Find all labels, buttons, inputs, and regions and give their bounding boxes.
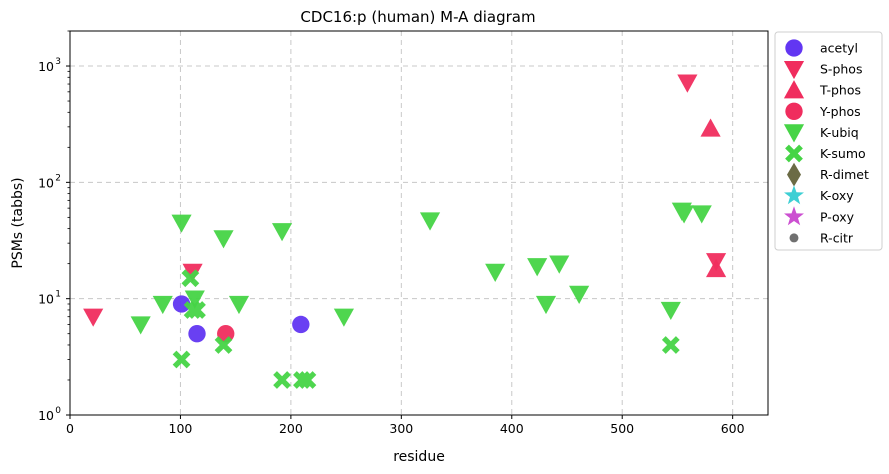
data-point-K-sumo bbox=[183, 301, 202, 319]
legend-marker-R-citr bbox=[789, 233, 799, 243]
legend-label: acetyl bbox=[820, 41, 858, 56]
y-tick-label: 10 bbox=[38, 292, 54, 307]
x-tick-label: 600 bbox=[721, 421, 745, 436]
data-point-K-sumo bbox=[661, 336, 680, 354]
data-point-K-ubiq bbox=[213, 230, 234, 249]
legend-label: P-oxy bbox=[820, 209, 855, 224]
legend-item-R-citr: R-citr bbox=[789, 230, 854, 245]
legend-item-T-phos: T-phos bbox=[783, 80, 861, 99]
legend-item-acetyl: acetyl bbox=[785, 39, 858, 57]
legend-item-K-ubiq: K-ubiq bbox=[783, 124, 859, 143]
data-point-K-ubiq bbox=[184, 290, 205, 309]
data-point-acetyl bbox=[292, 315, 310, 334]
legend-box bbox=[774, 31, 883, 251]
legend-item-Y-phos: Y-phos bbox=[785, 102, 861, 120]
data-point-K-ubiq bbox=[673, 205, 695, 224]
data-point-K-ubiq bbox=[691, 205, 712, 224]
legend-marker-K-ubiq bbox=[783, 124, 805, 143]
legend-item-P-oxy: P-oxy bbox=[784, 206, 855, 226]
x-axis-label: residue bbox=[393, 449, 445, 465]
legend-label: Y-phos bbox=[819, 104, 861, 119]
legend-label: K-oxy bbox=[820, 188, 854, 203]
legend-item-S-phos: S-phos bbox=[783, 60, 862, 80]
data-point-K-ubiq bbox=[660, 301, 681, 321]
y-tick-exponent: 1 bbox=[55, 290, 61, 300]
y-tick-label: 10 bbox=[38, 59, 54, 74]
data-point-S-phos bbox=[83, 308, 104, 327]
data-point-K-sumo bbox=[188, 301, 206, 319]
legend-label: S-phos bbox=[820, 62, 862, 77]
data-point-K-ubiq bbox=[535, 295, 557, 315]
x-tick-label: 0 bbox=[66, 421, 74, 436]
y-tick-exponent: 3 bbox=[55, 57, 61, 67]
y-tick-exponent: 2 bbox=[55, 173, 61, 183]
data-point-K-ubiq bbox=[152, 295, 173, 315]
legend-item-K-oxy: K-oxy bbox=[784, 185, 854, 205]
series-S-phos bbox=[83, 74, 727, 327]
data-point-K-ubiq bbox=[228, 295, 250, 315]
x-tick-label: 100 bbox=[169, 421, 193, 436]
data-point-K-ubiq bbox=[171, 214, 192, 233]
x-tick-label: 400 bbox=[500, 421, 524, 436]
legend-marker-S-phos bbox=[783, 60, 805, 80]
data-point-K-ubiq bbox=[130, 316, 151, 335]
marks-layer bbox=[83, 74, 727, 389]
x-tick-label: 300 bbox=[389, 421, 413, 436]
series-T-phos bbox=[700, 118, 727, 278]
legend-item-R-dimet: R-dimet bbox=[787, 162, 869, 187]
data-point-K-sumo bbox=[172, 350, 191, 369]
data-point-K-sumo bbox=[298, 371, 317, 389]
grid-layer bbox=[70, 31, 768, 415]
data-point-K-sumo bbox=[273, 371, 291, 389]
legend-marker-K-oxy bbox=[784, 185, 804, 205]
data-point-K-sumo bbox=[181, 269, 200, 288]
legend-marker-P-oxy bbox=[784, 206, 804, 226]
series-acetyl bbox=[172, 295, 310, 343]
data-point-S-phos bbox=[677, 74, 698, 93]
legend-label: R-citr bbox=[820, 230, 854, 245]
y-tick-label: 10 bbox=[38, 408, 54, 423]
legend-item-K-sumo: K-sumo bbox=[785, 144, 866, 163]
data-point-K-ubiq bbox=[419, 212, 441, 231]
data-point-K-sumo bbox=[214, 336, 233, 354]
y-axis-label: PSMs (tabbs) bbox=[10, 177, 26, 268]
y-tick-label: 10 bbox=[38, 175, 54, 190]
data-point-T-phos bbox=[706, 258, 727, 278]
legend-marker-Y-phos bbox=[785, 102, 803, 120]
legend-marker-K-sumo bbox=[785, 144, 803, 163]
legend-label: T-phos bbox=[819, 83, 861, 98]
legend: acetyl S-phos T-phos Y-phos K-ubiq K-sumo R-di… bbox=[774, 31, 883, 251]
x-tick-label: 200 bbox=[279, 421, 303, 436]
data-point-K-ubiq bbox=[549, 255, 570, 274]
series-K-sumo bbox=[172, 269, 680, 389]
data-point-K-ubiq bbox=[271, 223, 293, 242]
legend-marker-acetyl bbox=[785, 39, 803, 57]
plot-frame bbox=[69, 30, 769, 416]
data-point-K-ubiq bbox=[333, 308, 354, 327]
data-point-T-phos bbox=[700, 118, 721, 137]
legend-marker-R-dimet bbox=[787, 162, 801, 187]
y-tick-exponent: 0 bbox=[55, 406, 61, 416]
data-point-K-ubiq bbox=[485, 263, 506, 282]
legend-marker-T-phos bbox=[783, 80, 805, 99]
series-K-ubiq bbox=[130, 202, 712, 335]
chart-title: CDC16:p (human) M-A diagram bbox=[300, 8, 535, 26]
legend-label: K-ubiq bbox=[820, 125, 859, 140]
data-point-K-ubiq bbox=[527, 258, 548, 277]
data-point-K-sumo bbox=[293, 371, 311, 389]
legend-label: K-sumo bbox=[820, 146, 866, 161]
legend-label: R-dimet bbox=[820, 167, 869, 182]
data-point-acetyl bbox=[188, 325, 206, 343]
data-point-K-ubiq bbox=[569, 285, 590, 304]
data-point-acetyl bbox=[172, 295, 191, 313]
x-tick-label: 500 bbox=[610, 421, 634, 436]
